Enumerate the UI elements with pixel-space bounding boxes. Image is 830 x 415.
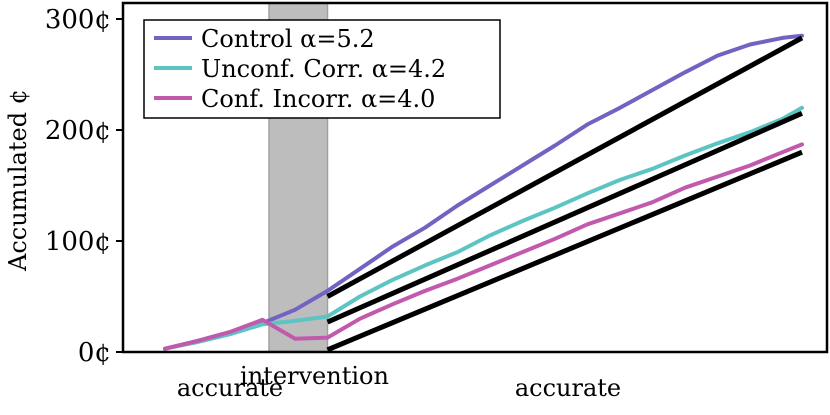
fit-line-2 (326, 111, 804, 325)
legend-label-1: Control α=5.2 (201, 25, 375, 53)
y-tick-label: 100¢ (45, 227, 111, 257)
legend-label-2: Unconf. Corr. α=4.2 (201, 55, 446, 83)
x-region-label: accurate (177, 374, 283, 402)
legend-box (143, 19, 501, 119)
y-tick-label: 200¢ (45, 116, 111, 146)
series-line-3 (163, 142, 804, 351)
fit-line-layer (326, 35, 804, 353)
fit-line-1 (326, 35, 804, 299)
y-tick-label: 0¢ (78, 338, 111, 368)
x-region-label: accurate (515, 374, 621, 402)
series-layer (163, 33, 804, 351)
plot-frame (121, 1, 829, 354)
fit-line-3 (326, 149, 803, 353)
y-axis-title: Accumulated ¢ (4, 89, 32, 272)
series-line-1 (163, 33, 804, 351)
series-line-2 (163, 105, 804, 351)
y-tick-layer: 0¢ 100¢ 200¢ 300¢ (45, 5, 123, 368)
y-tick-label: 300¢ (45, 5, 111, 35)
x-region-label: intervention (240, 362, 389, 390)
legend-label-3: Conf. Incorr. α=4.0 (201, 85, 435, 113)
